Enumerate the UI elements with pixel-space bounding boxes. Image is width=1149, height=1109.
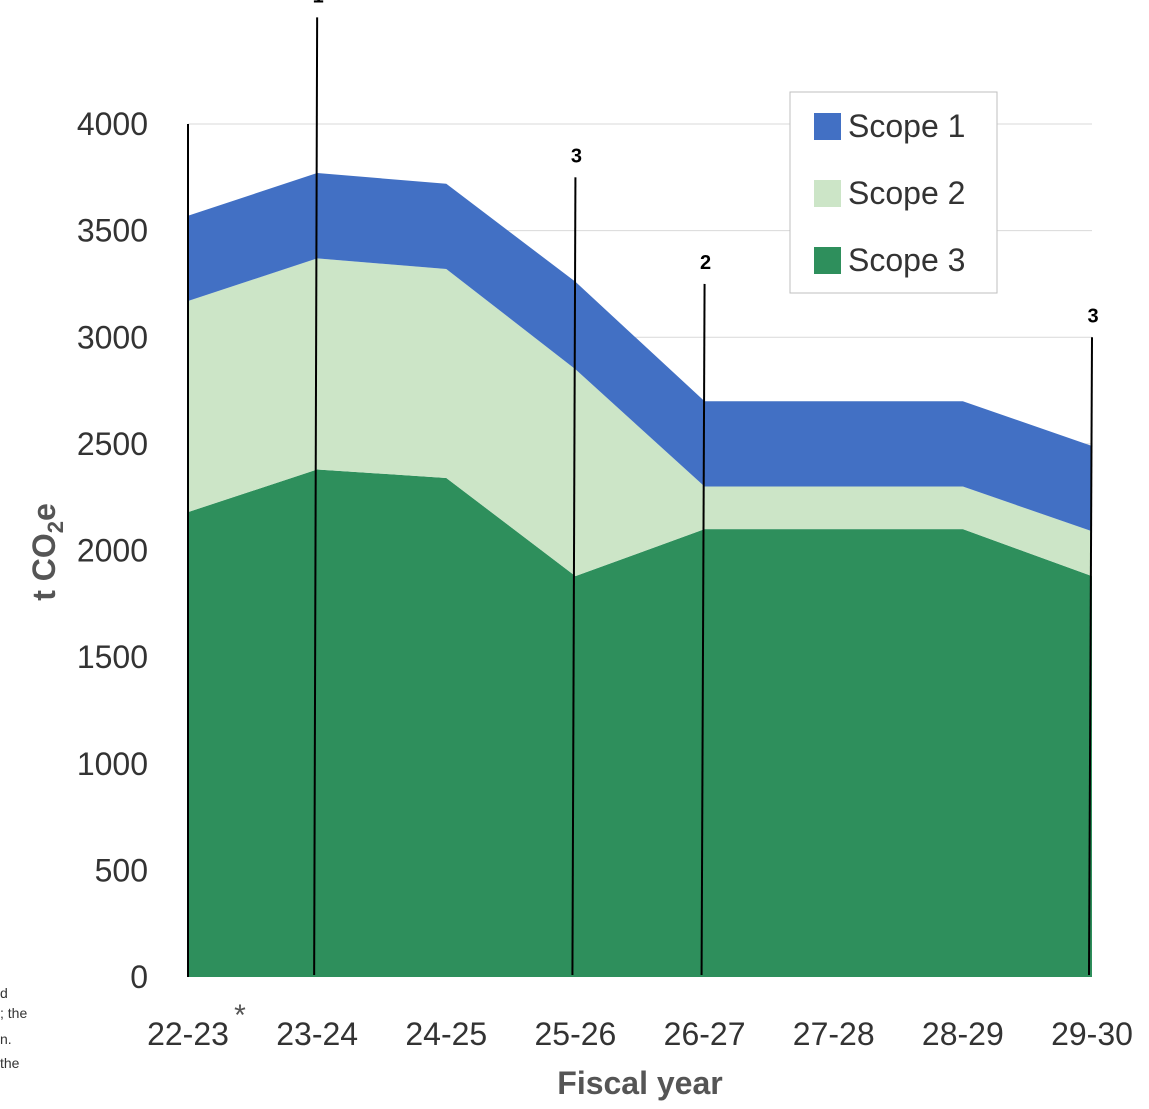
- y-axis-title-subscript: 2: [43, 521, 68, 533]
- x-tick-label: 24-25: [405, 1016, 487, 1052]
- y-axis-title-end: e: [26, 503, 62, 521]
- y-tick-label: 3500: [77, 213, 148, 249]
- marker-label: 3: [571, 145, 582, 167]
- y-tick-label: 0: [130, 959, 148, 995]
- y-tick-label: 1000: [77, 746, 148, 782]
- side-note-line-1: d: [0, 985, 8, 1001]
- asterisk-note: *: [234, 999, 246, 1032]
- marker-line: [1088, 337, 1093, 976]
- legend-label-scope-1: Scope 1: [848, 108, 965, 144]
- legend-swatch-scope-3: [814, 247, 841, 274]
- marker-label: 2: [700, 252, 711, 274]
- side-note-line-3: n.: [0, 1031, 12, 1047]
- legend-swatch-scope-2: [814, 180, 841, 207]
- marker-line: [700, 283, 706, 976]
- marker-line: [571, 177, 577, 976]
- area-scope-3: [188, 469, 1092, 977]
- y-tick-label: 500: [95, 852, 148, 888]
- marker-line: [313, 17, 319, 976]
- area-scope-1: [188, 173, 1092, 532]
- y-tick-label: 3000: [77, 319, 148, 355]
- y-axis-title: t CO2e: [26, 503, 68, 601]
- x-tick-label: 26-27: [664, 1016, 746, 1052]
- y-axis-title-main: t CO: [26, 533, 62, 601]
- x-tick-label: 22-23: [147, 1016, 229, 1052]
- annotation-lines: 1 3 2 3: [187, 0, 1099, 977]
- x-axis-ticks: 22-23 23-24 24-25 25-26 26-27 27-28 28-29 29-30: [147, 1016, 1133, 1052]
- legend-label-scope-2: Scope 2: [848, 175, 965, 211]
- area-series: [188, 173, 1092, 977]
- y-tick-label: 1500: [77, 639, 148, 675]
- area-scope-2: [188, 258, 1092, 577]
- y-tick-label: 4000: [77, 106, 148, 142]
- legend: Scope 1 Scope 2 Scope 3: [789, 91, 998, 294]
- legend-swatch-scope-1: [814, 113, 841, 140]
- legend-label-scope-3: Scope 3: [848, 242, 965, 278]
- y-axis-ticks: 0 500 1000 1500 2000 2500 3000 3500 4000: [77, 106, 148, 995]
- x-tick-label: 25-26: [535, 1016, 617, 1052]
- x-tick-label: 27-28: [793, 1016, 875, 1052]
- marker-label: 1: [313, 0, 324, 7]
- x-tick-label: 28-29: [922, 1016, 1004, 1052]
- cropped-side-note: d ; the n. the: [0, 985, 27, 1071]
- y-tick-label: 2000: [77, 533, 148, 569]
- x-tick-label: 29-30: [1051, 1016, 1133, 1052]
- y-tick-label: 2500: [77, 426, 148, 462]
- side-note-line-4: the: [0, 1055, 20, 1071]
- marker-label: 3: [1087, 305, 1098, 327]
- side-note-line-2: ; the: [0, 1005, 27, 1021]
- x-axis-title: Fiscal year: [557, 1065, 722, 1101]
- x-tick-label: 23-24: [276, 1016, 358, 1052]
